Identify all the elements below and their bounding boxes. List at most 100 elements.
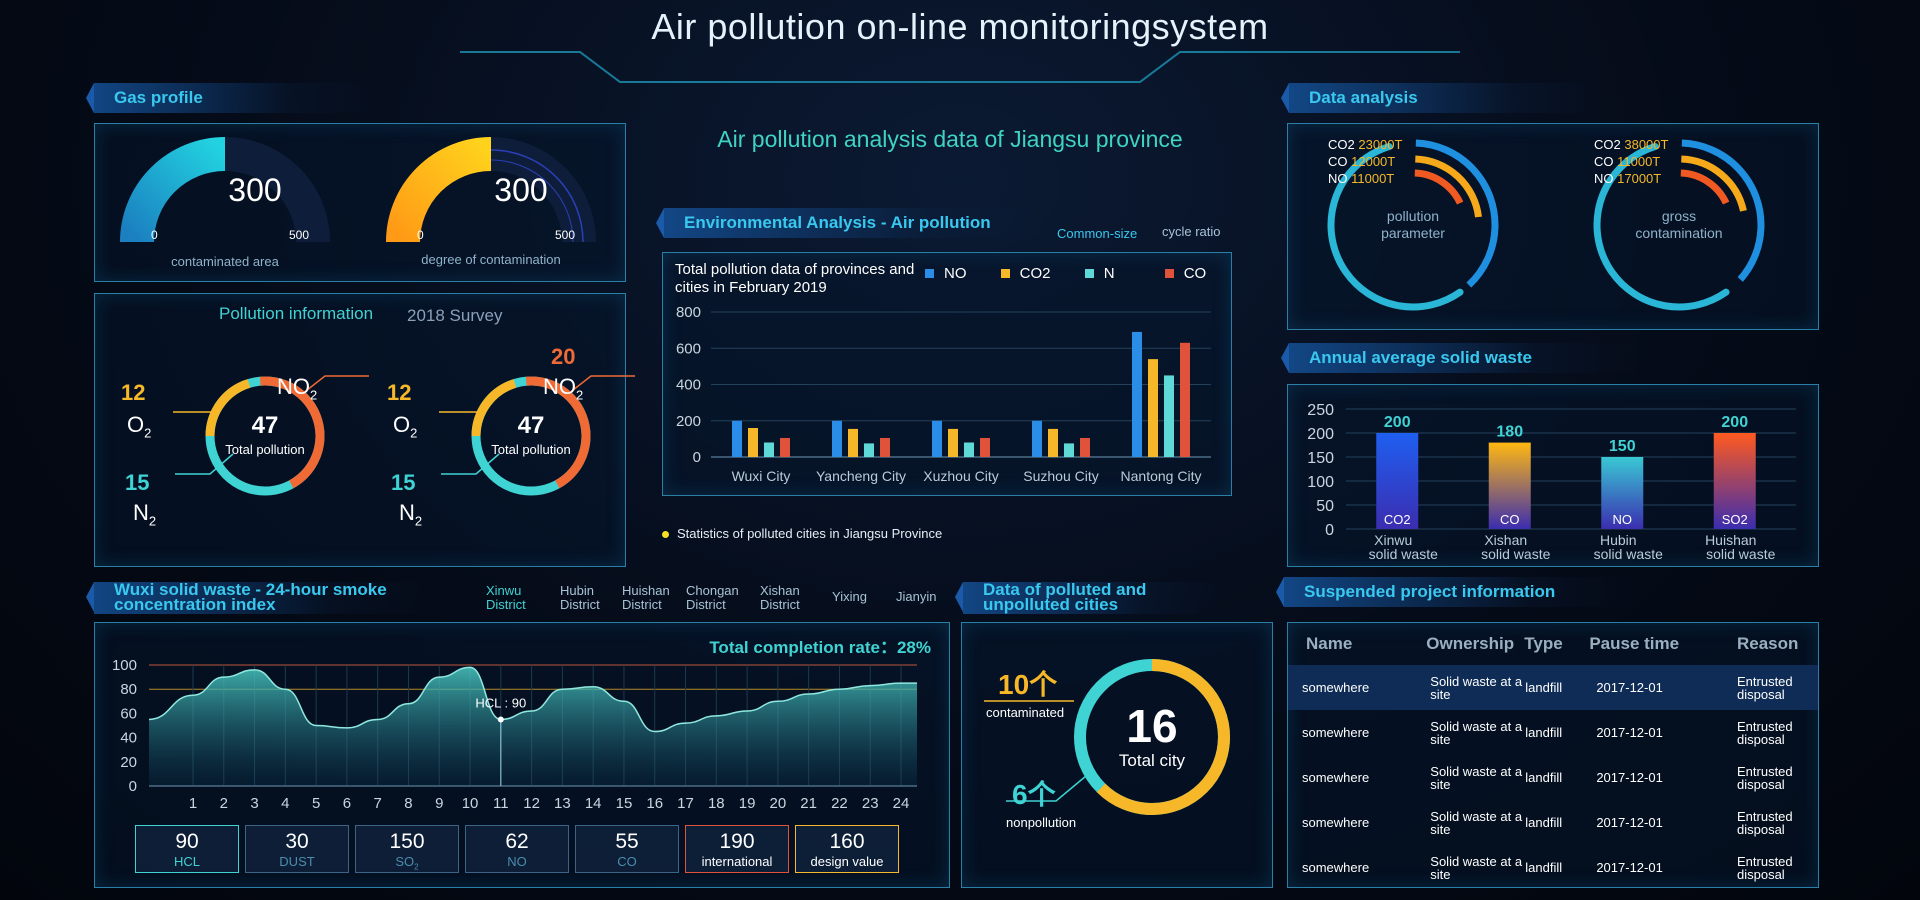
legend-swatch-no <box>925 269 934 278</box>
x-tick-label: 2 <box>220 795 228 812</box>
no2-label: NO2 <box>277 374 318 403</box>
legend-label: CO2 <box>1019 265 1051 282</box>
index-tile[interactable]: 30 DUST <box>245 825 349 873</box>
district-tab[interactable]: Yixing <box>832 589 867 604</box>
x-tick-label: 18 <box>708 795 725 812</box>
ring-base-arc <box>1327 139 1499 311</box>
table-cell: somewhere <box>1302 725 1370 740</box>
center-footnote: Statistics of polluted cities in Jiangsu… <box>662 526 942 541</box>
x-tick-label: solid waste <box>1594 546 1663 562</box>
x-tick-label: 6 <box>343 795 351 812</box>
index-tile[interactable]: 160 design value <box>795 825 899 873</box>
bar <box>948 428 958 457</box>
nonpollution-label: nonpollution <box>1006 815 1077 830</box>
x-tick-label: Hubin <box>1600 532 1637 548</box>
x-tick-label: Xinwu <box>1374 532 1412 548</box>
table-cell: 2017-12-01 <box>1596 770 1663 785</box>
tab-cycle-ratio[interactable]: cycle ratio <box>1162 224 1221 239</box>
district-tab[interactable]: Hubin District <box>560 583 600 612</box>
n2-label: N2 <box>133 500 157 529</box>
analysis-line: NO 17000T <box>1594 171 1662 186</box>
bar-value-label: 150 <box>1609 438 1636 455</box>
suspended-table: Name Ownership Type Pause time Reason so… <box>1288 623 1818 890</box>
tile-value: 160 <box>829 830 865 853</box>
bar <box>780 437 790 457</box>
table-row[interactable]: somewhere Solid waste at a site landfill 20… <box>1288 710 1818 755</box>
y-tick-label: 60 <box>120 705 137 722</box>
index-tile[interactable]: 190 international <box>685 825 789 873</box>
table-cell: somewhere <box>1302 770 1370 785</box>
index-tile[interactable]: 90 HCL <box>135 825 239 873</box>
table-cell: Entrusted disposal <box>1737 853 1793 882</box>
table-row[interactable]: somewhere Solid waste at a site landfill 20… <box>1288 800 1818 845</box>
index-tile[interactable]: 150 SO2 <box>355 825 459 873</box>
x-tick-label: solid waste <box>1706 546 1775 562</box>
no2-value: 20 <box>551 344 576 369</box>
data-analysis-header: Data analysis <box>1281 83 1609 113</box>
district-tab[interactable]: Xishan District <box>760 583 800 612</box>
table-cell: 2017-12-01 <box>1596 725 1663 740</box>
table-row[interactable]: somewhere Solid waste at a site landfill 20… <box>1288 755 1818 800</box>
bar <box>1601 457 1644 529</box>
total-pollution-value: 47 <box>517 412 545 439</box>
table-cell: Solid waste at a site <box>1430 718 1523 747</box>
x-tick-label: Xuzhou City <box>923 468 998 484</box>
gauge-value: 300 <box>494 172 548 208</box>
cities-panel: 10个 contaminated 6个 nonpollution 16 Tota… <box>961 622 1273 888</box>
cities-donut <box>984 659 1230 815</box>
bar-inner-label: CO2 <box>1384 512 1411 527</box>
x-tick-label: 20 <box>770 795 787 812</box>
bar <box>864 443 874 457</box>
completion-rate: Total completion rate：28% <box>709 638 931 657</box>
gauge-contaminated-area <box>120 137 330 243</box>
bar <box>1164 375 1174 457</box>
bar-inner-label: CO <box>1500 512 1520 527</box>
y-tick-label: 250 <box>1307 402 1334 419</box>
bar <box>1488 442 1531 529</box>
index-tile[interactable]: 55 CO <box>575 825 679 873</box>
x-tick-label: 7 <box>374 795 382 812</box>
x-tick-label: Xishan <box>1484 532 1527 548</box>
area-fill <box>149 667 917 786</box>
env-chart-panel: Total pollution data of provinces and ci… <box>662 252 1232 496</box>
table-cell: Solid waste at a site <box>1430 763 1523 792</box>
gas-profile-panel: 300 0 500 contaminated area 300 0 500 de… <box>94 123 626 282</box>
table-cell: Entrusted disposal <box>1737 673 1793 702</box>
total-city-label: Total city <box>1118 751 1186 770</box>
bar <box>832 420 842 457</box>
y-tick-label: 100 <box>112 657 137 674</box>
district-tab[interactable]: Jianyin <box>896 589 937 604</box>
index-tile[interactable]: 62 NO <box>465 825 569 873</box>
tile-value: 190 <box>719 830 755 853</box>
x-tick-label: Nantong City <box>1121 468 1202 484</box>
x-tick-label: Wuxi City <box>732 468 791 484</box>
table-cell: 2017-12-01 <box>1596 680 1663 695</box>
table-cell: somewhere <box>1302 680 1370 695</box>
total-city-value: 16 <box>1126 700 1178 752</box>
gauge-min: 0 <box>417 228 424 242</box>
district-tab[interactable]: Huishan District <box>622 583 670 612</box>
y-tick-label: 80 <box>120 681 137 698</box>
tile-label: SO2 <box>395 854 419 872</box>
survey-label: 2018 Survey <box>407 306 503 325</box>
district-tab[interactable]: Xinwu District <box>486 583 526 612</box>
legend-label: N <box>1103 265 1115 282</box>
bar <box>764 442 774 457</box>
bar <box>1048 428 1058 457</box>
bar <box>1032 420 1042 457</box>
district-tab[interactable]: Chongan District <box>686 583 739 612</box>
bar-inner-label: SO2 <box>1722 512 1748 527</box>
center-main-title: Air pollution analysis data of Jiangsu p… <box>717 126 1183 152</box>
chart-title: Total pollution data of provinces and ci… <box>675 261 915 296</box>
table-row[interactable]: somewhere Solid waste at a site landfill 20… <box>1288 665 1818 710</box>
tab-common-size[interactable]: Common-size <box>1057 226 1138 241</box>
gauge-max: 500 <box>555 228 576 242</box>
data-analysis-panel: CO2 23000T CO 12000T NO 11000T pollution… <box>1287 123 1819 330</box>
table-cell: somewhere <box>1302 860 1370 875</box>
col-pause-time: Pause time <box>1589 634 1680 653</box>
x-tick-label: 12 <box>523 795 540 812</box>
tile-label: CO <box>617 854 637 869</box>
ring-arc <box>1357 169 1469 281</box>
table-row[interactable]: somewhere Solid waste at a site landfill 20… <box>1288 845 1818 890</box>
